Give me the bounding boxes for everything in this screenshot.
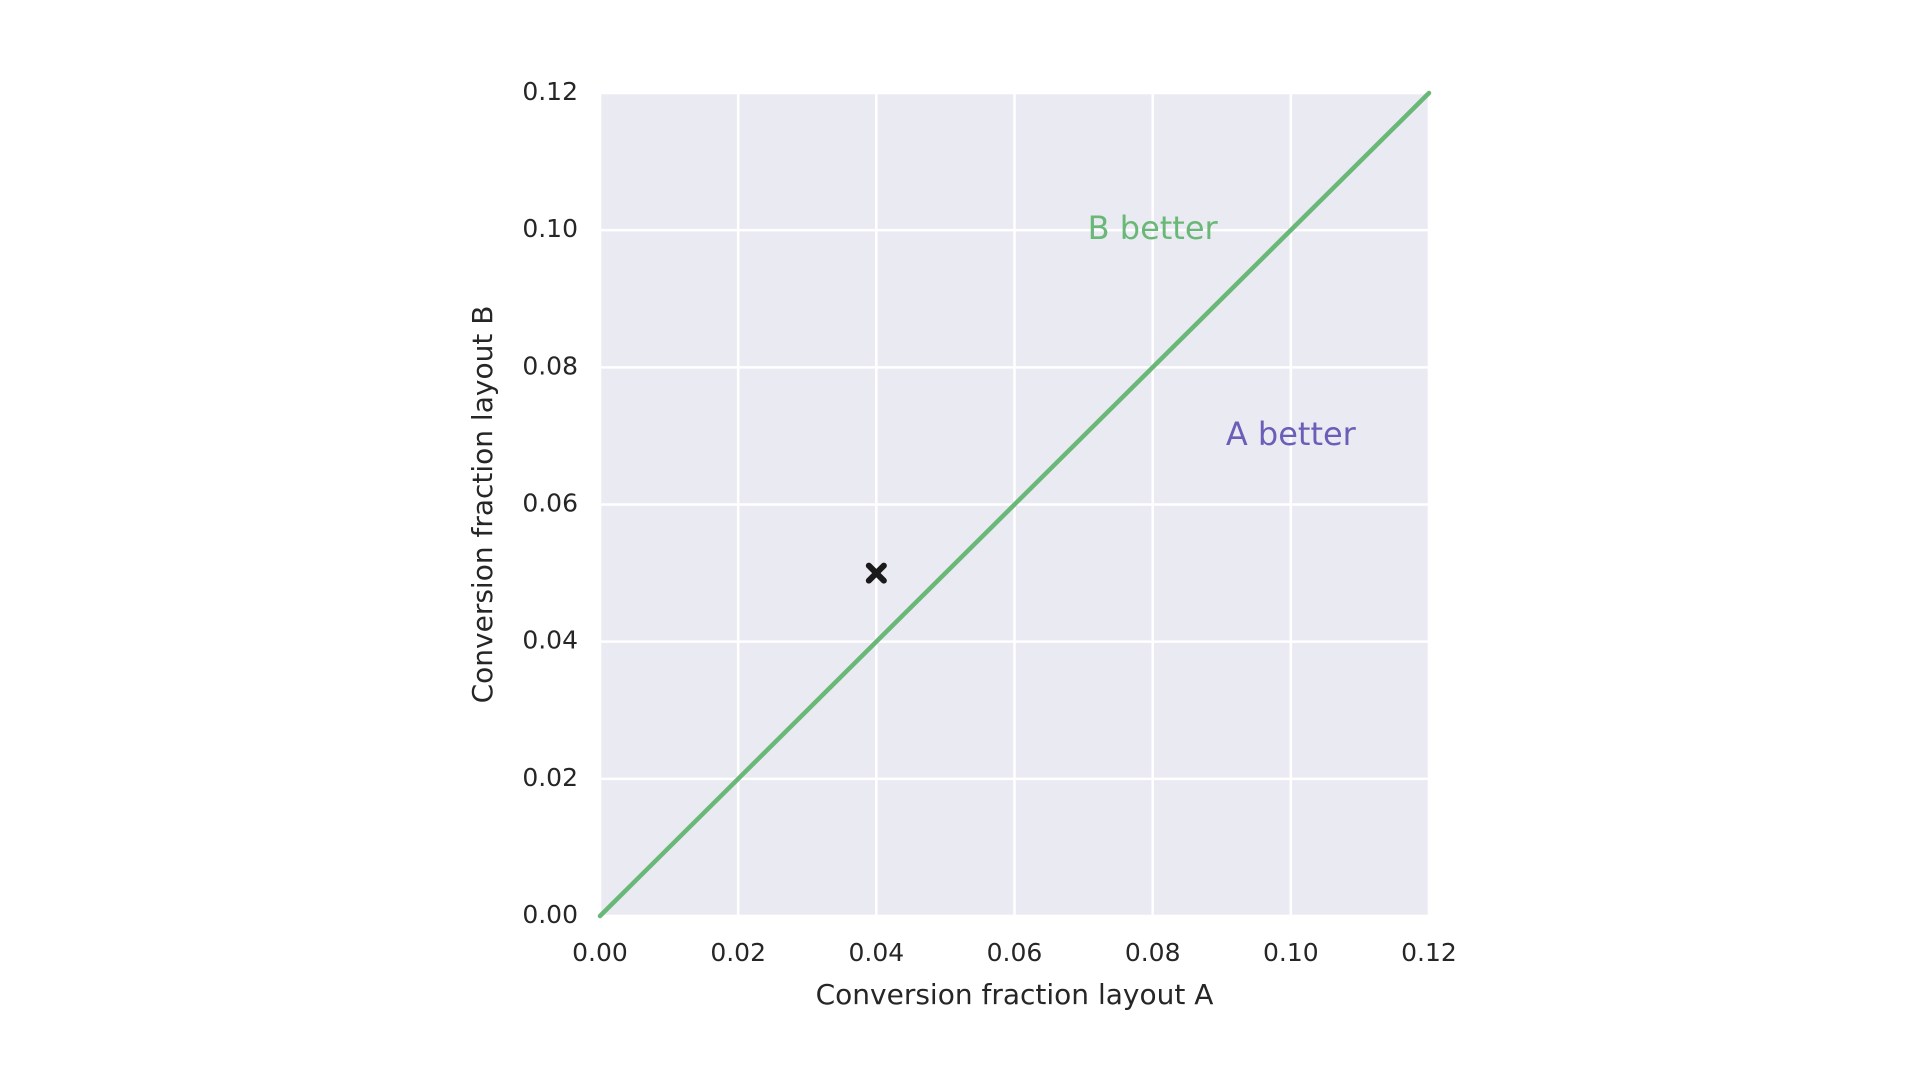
x-tick-label: 0.04 [848, 938, 904, 967]
reference-line [597, 90, 1432, 919]
y-tick-label: 0.10 [522, 214, 578, 243]
annotation-label: B better [1088, 209, 1219, 247]
y-axis-label: Conversion fraction layout B [466, 306, 499, 704]
x-tick-label: 0.06 [987, 938, 1043, 967]
y-tick-labels: 0.00 0.02 0.04 0.06 0.08 0.10 0.12 [522, 77, 578, 929]
x-tick-labels: 0.00 0.02 0.04 0.06 0.08 0.10 0.12 [572, 938, 1457, 967]
annotations-group: B better A better [1088, 209, 1357, 453]
x-tick-label: 0.12 [1401, 938, 1457, 967]
x-tick-label: 0.00 [572, 938, 628, 967]
x-tick-label: 0.02 [710, 938, 766, 967]
y-tick-label: 0.06 [522, 489, 578, 518]
annotation-label: A better [1226, 415, 1357, 453]
points-group [865, 562, 887, 584]
y-tick-label: 0.08 [522, 351, 578, 380]
x-tick-label: 0.08 [1125, 938, 1181, 967]
x-axis-label: Conversion fraction layout A [816, 978, 1214, 1011]
reference-line-group [597, 90, 1432, 919]
y-tick-label: 0.04 [522, 626, 578, 655]
data-point [865, 562, 887, 584]
y-tick-label: 0.12 [522, 77, 578, 106]
y-tick-label: 0.02 [522, 763, 578, 792]
y-tick-label: 0.00 [522, 900, 578, 929]
x-tick-label: 0.10 [1263, 938, 1319, 967]
